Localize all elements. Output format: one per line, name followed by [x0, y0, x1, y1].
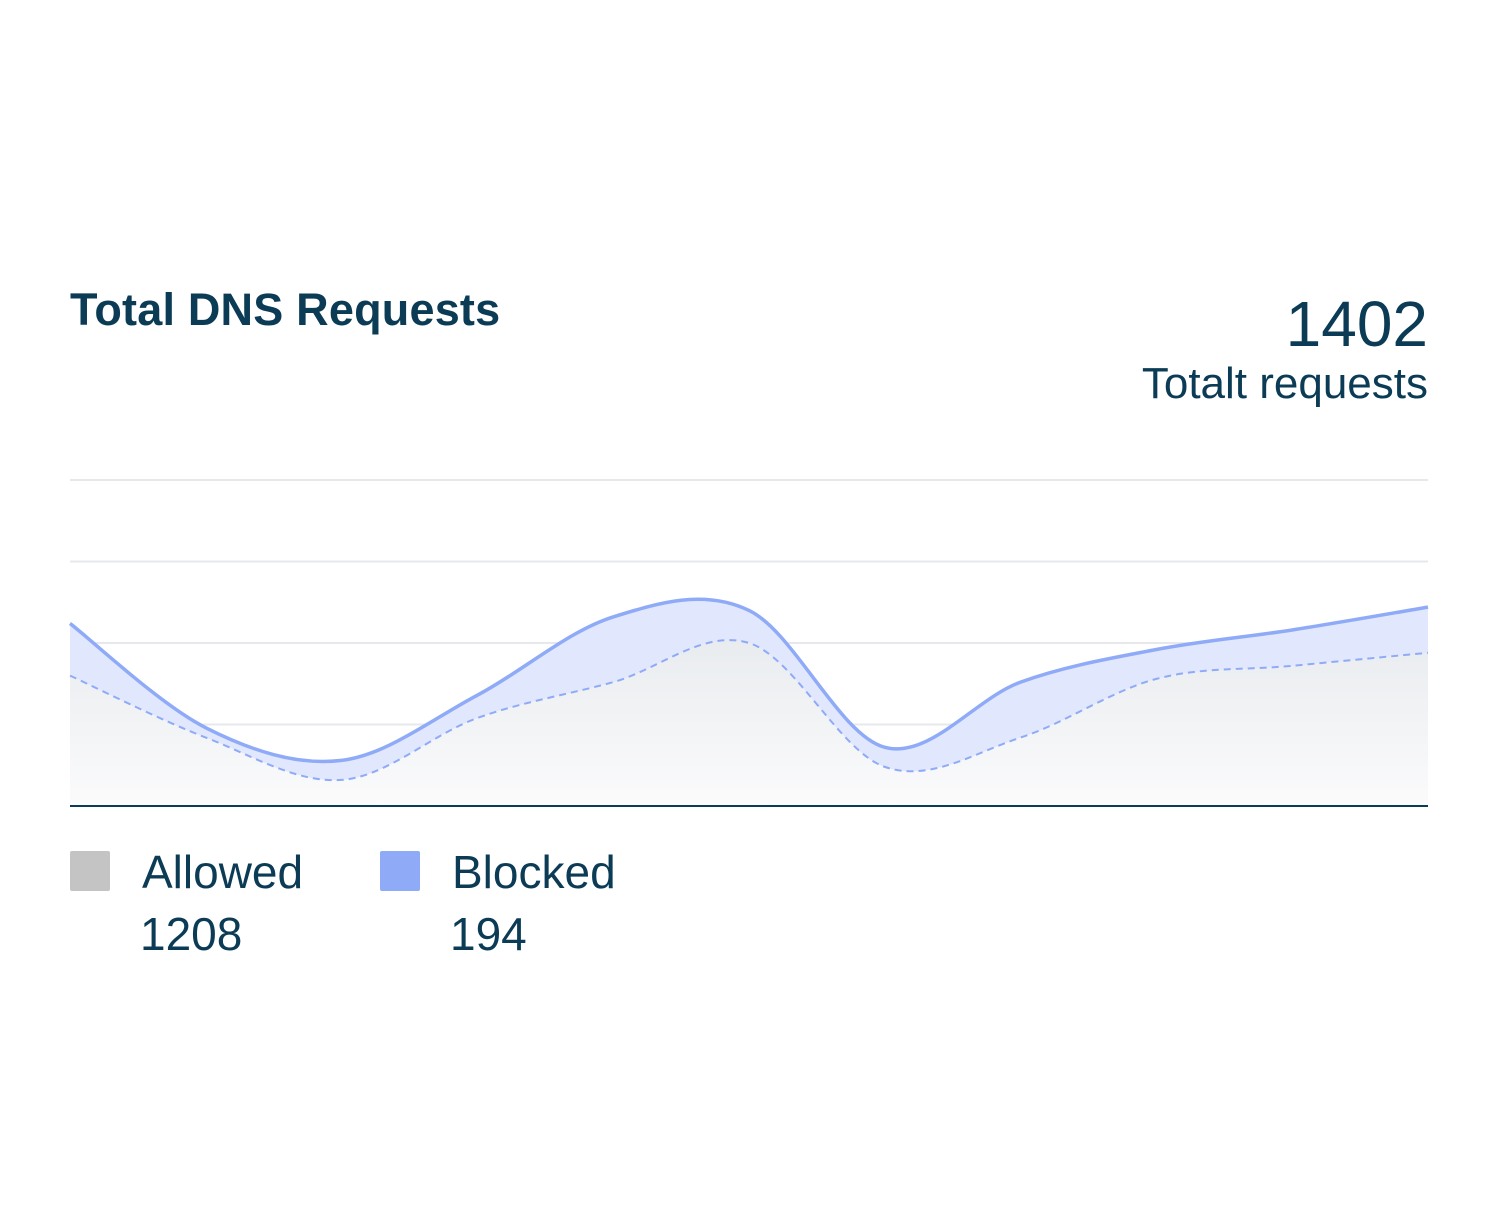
- legend-item-allowed[interactable]: Allowed 1208: [70, 846, 380, 966]
- blocked-series-line: [68, 597, 1429, 764]
- chart-series: [68, 597, 1429, 806]
- legend-item-blocked[interactable]: Blocked 194: [380, 846, 680, 966]
- legend-swatch-blocked: [380, 851, 420, 891]
- legend-label-blocked: Blocked: [452, 846, 616, 898]
- legend-swatch-allowed: [70, 851, 110, 891]
- card-title: Total DNS Requests: [70, 284, 501, 335]
- legend-label-allowed: Allowed: [142, 846, 304, 898]
- legend-value-blocked: 194: [450, 908, 527, 960]
- chart-legend: Allowed 1208 Blocked 194: [70, 846, 680, 966]
- total-summary: 1402 Totalt requests: [1142, 286, 1428, 408]
- total-requests-label: Totalt requests: [1141, 359, 1428, 408]
- allowed-area: [70, 640, 1428, 806]
- total-requests-value: 1402: [1285, 288, 1428, 360]
- legend-value-allowed: 1208: [140, 908, 243, 960]
- allowed-series-line: [69, 639, 1429, 782]
